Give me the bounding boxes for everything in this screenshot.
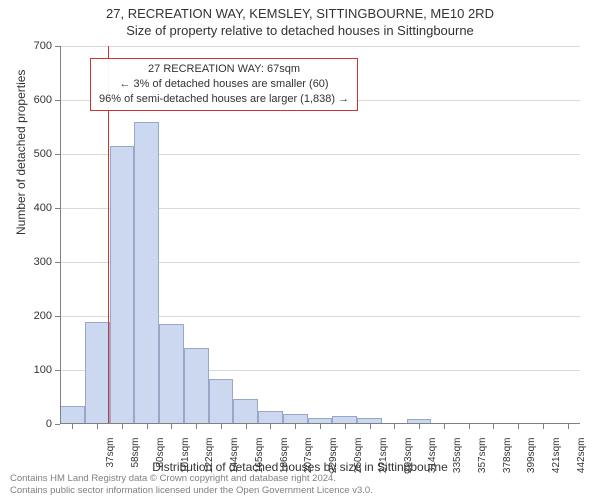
- ytick-label: 100: [12, 364, 52, 376]
- xtick-mark: [493, 424, 494, 429]
- xtick-mark: [518, 424, 519, 429]
- ytick-label: 200: [12, 310, 52, 322]
- histogram-bar: [159, 324, 184, 424]
- histogram-bar: [184, 348, 209, 424]
- ytick-label: 600: [12, 94, 52, 106]
- annotation-line-3: 96% of semi-detached houses are larger (…: [99, 92, 349, 107]
- xtick-mark: [295, 424, 296, 429]
- xtick-mark: [270, 424, 271, 429]
- xtick-mark: [196, 424, 197, 429]
- annotation-line-1: 27 RECREATION WAY: 67sqm: [99, 62, 349, 77]
- histogram-bar: [110, 146, 135, 424]
- xtick-mark: [469, 424, 470, 429]
- xtick-mark: [419, 424, 420, 429]
- page-subtitle: Size of property relative to detached ho…: [0, 21, 600, 38]
- histogram-bar: [60, 406, 85, 424]
- histogram-bar: [233, 399, 258, 424]
- xtick-mark: [221, 424, 222, 429]
- xtick-mark: [147, 424, 148, 429]
- ytick-label: 700: [12, 40, 52, 52]
- xtick-mark: [345, 424, 346, 429]
- xtick-mark: [444, 424, 445, 429]
- x-axis-line: [60, 423, 580, 424]
- histogram-bar: [85, 322, 110, 424]
- histogram-chart: 010020030040050060070037sqm58sqm80sqm101…: [60, 46, 580, 424]
- xtick-mark: [97, 424, 98, 429]
- ytick-label: 500: [12, 148, 52, 160]
- histogram-bar: [209, 379, 234, 424]
- footer-line-1: Contains HM Land Registry data © Crown c…: [10, 473, 373, 484]
- page-title: 27, RECREATION WAY, KEMSLEY, SITTINGBOUR…: [0, 0, 600, 21]
- x-axis-label: Distribution of detached houses by size …: [0, 460, 600, 474]
- footer-attribution: Contains HM Land Registry data © Crown c…: [10, 473, 373, 496]
- annotation-box: 27 RECREATION WAY: 67sqm← 3% of detached…: [90, 58, 358, 111]
- annotation-line-2: ← 3% of detached houses are smaller (60): [99, 77, 349, 92]
- xtick-mark: [568, 424, 569, 429]
- ytick-mark: [55, 424, 60, 425]
- xtick-mark: [370, 424, 371, 429]
- footer-line-2: Contains public sector information licen…: [10, 485, 373, 496]
- ytick-label: 0: [12, 418, 52, 430]
- xtick-mark: [543, 424, 544, 429]
- ytick-label: 400: [12, 202, 52, 214]
- xtick-mark: [122, 424, 123, 429]
- ytick-label: 300: [12, 256, 52, 268]
- xtick-mark: [171, 424, 172, 429]
- y-axis-line: [60, 46, 61, 424]
- xtick-mark: [394, 424, 395, 429]
- xtick-mark: [246, 424, 247, 429]
- xtick-mark: [72, 424, 73, 429]
- xtick-mark: [320, 424, 321, 429]
- histogram-bar: [134, 122, 159, 424]
